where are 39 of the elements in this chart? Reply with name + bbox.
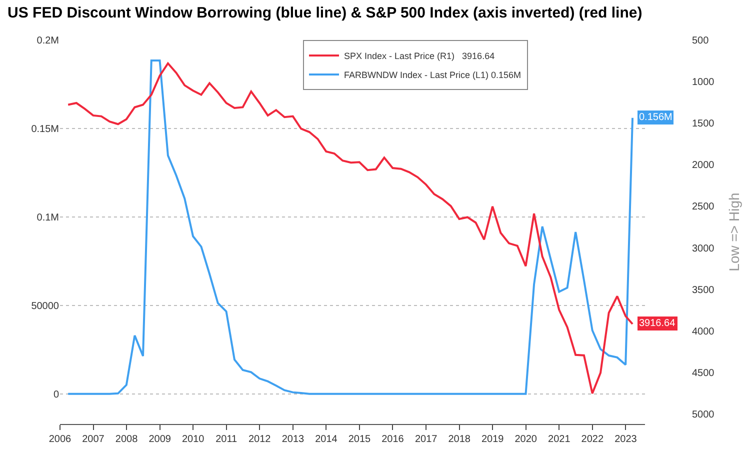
- x-tick-label: 2016: [382, 434, 404, 445]
- y2-tick-label: 5000: [692, 410, 715, 421]
- x-tick-label: 2022: [581, 434, 604, 445]
- y2-tick-label: 500: [692, 36, 710, 46]
- x-tick-label: 2010: [182, 434, 205, 445]
- y-tick-label: 0.1M: [36, 212, 59, 224]
- x-tick-label: 2011: [216, 434, 238, 445]
- y2-tick-label: 1000: [692, 77, 715, 88]
- legend-label: SPX Index - Last Price (R1) 3916.64: [344, 51, 495, 62]
- y2-tick-label: 3500: [692, 284, 715, 296]
- x-tick-label: 2018: [448, 434, 471, 445]
- data-label: 3916.64: [639, 318, 676, 329]
- y2-tick-label: 2500: [692, 202, 715, 213]
- y2-tick-label: 1500: [692, 118, 715, 130]
- y2-tick-label: 4000: [692, 326, 715, 338]
- y2-tick-label: 2000: [692, 160, 715, 172]
- x-tick-label: 2009: [148, 434, 172, 445]
- y-tick-label: 50000: [31, 300, 60, 312]
- legend-label: FARBWNDW Index - Last Price (L1) 0.156M: [344, 70, 522, 80]
- x-tick-label: 2021: [548, 434, 571, 445]
- x-tick-label: 2019: [481, 434, 504, 445]
- x-tick-label: 2012: [248, 434, 272, 445]
- y2-tick-label: 4500: [692, 368, 715, 379]
- x-tick-label: 2015: [348, 434, 372, 445]
- y-tick-label: 0.2M: [36, 36, 59, 46]
- x-tick-label: 2006: [48, 434, 72, 445]
- y2-tick-label: 3000: [692, 243, 715, 254]
- x-tick-label: 2008: [115, 434, 138, 445]
- x-tick-label: 2020: [514, 434, 538, 445]
- y-tick-label: 0.15M: [31, 124, 59, 135]
- x-tick-label: 2023: [614, 434, 638, 445]
- y-tick-label: 0: [53, 389, 60, 400]
- data-label: 0.156M: [639, 112, 672, 123]
- x-tick-label: 2013: [282, 434, 305, 445]
- x-tick-label: 2007: [82, 434, 105, 445]
- x-tick-label: 2014: [315, 434, 338, 445]
- x-tick-label: 2017: [414, 434, 438, 445]
- y2-axis-title: Low => High: [726, 192, 742, 272]
- chart-title: US FED Discount Window Borrowing (blue line) & S&P 500 Index (axis inverted) (red line): [8, 4, 642, 22]
